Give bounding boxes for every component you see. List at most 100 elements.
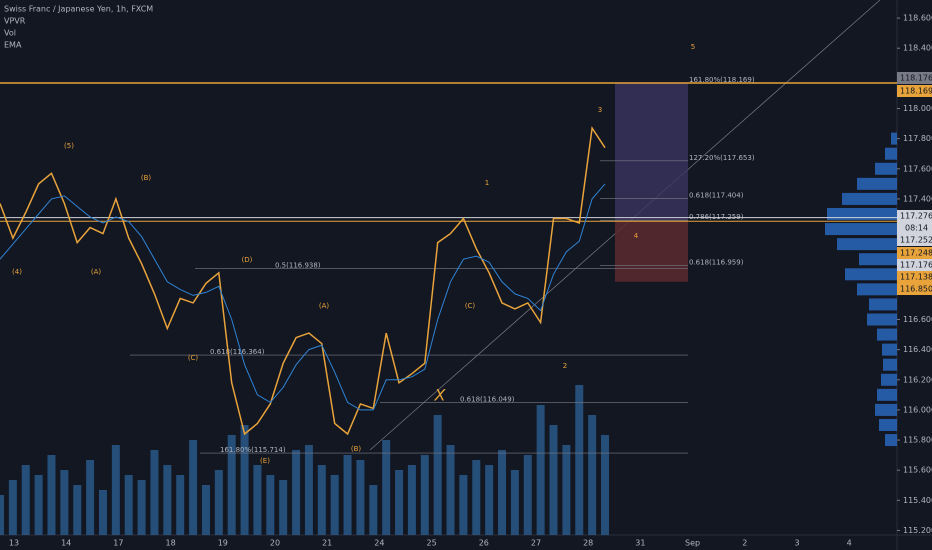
fib-label: 127.20%(117.653): [689, 154, 755, 162]
y-tick-label: 116.400: [903, 345, 932, 354]
volume-bar: [523, 455, 532, 535]
volume-bar: [176, 475, 185, 535]
vpvr-bar: [881, 373, 897, 386]
indicator: VPVR: [4, 17, 26, 26]
volume-bar: [407, 465, 416, 535]
volume-bar: [189, 440, 198, 535]
countdown-badge: [897, 222, 932, 234]
volume-bar: [562, 445, 571, 535]
x-tick-label: 18: [166, 539, 176, 548]
wave-label: (E): [260, 457, 270, 465]
vpvr-bar: [883, 358, 897, 371]
x-tick-label: 3: [794, 539, 799, 548]
vpvr-bar: [859, 253, 897, 266]
volume-bar: [292, 450, 301, 535]
volume-bar: [588, 415, 597, 535]
vpvr-bar: [875, 162, 897, 175]
wave-label: (C): [188, 354, 199, 362]
wave-label: (B): [351, 445, 362, 453]
y-tick-label: 115.600: [903, 466, 932, 475]
vpvr-bar: [891, 132, 897, 145]
volume-bar: [266, 475, 275, 535]
price-badge: [897, 259, 932, 271]
x-tick-label: 24: [374, 539, 384, 548]
x-tick-label: 27: [531, 539, 541, 548]
target-zone: [615, 83, 688, 221]
wave-label: (A): [91, 268, 102, 276]
y-tick-label: 116.200: [903, 375, 932, 384]
wave-label: (D): [242, 256, 253, 264]
volume-bar: [498, 450, 507, 535]
volume-bar: [150, 450, 159, 535]
volume-bar: [240, 425, 249, 535]
volume-bar: [382, 440, 391, 535]
volume-bar: [8, 480, 17, 535]
wave-label: (5): [64, 142, 74, 150]
price-badge: [897, 85, 932, 97]
vpvr-bar: [837, 238, 897, 251]
volume-bar: [575, 385, 584, 535]
price-badge: [897, 234, 932, 246]
price-badge: [897, 210, 932, 222]
x-tick-label: 4: [847, 539, 852, 548]
volume-bar: [214, 470, 223, 535]
vpvr-bar: [857, 283, 897, 296]
wave-label: 2: [563, 362, 567, 370]
volume-bar: [201, 485, 210, 535]
volume-bar: [60, 470, 69, 535]
price-badge-label: 117.248: [900, 249, 932, 258]
volume-bar: [343, 455, 352, 535]
x-tick-label: 14: [61, 539, 71, 548]
price-badge-label: 118.176: [900, 74, 932, 83]
volume-bar: [21, 465, 30, 535]
volume-bar: [549, 425, 558, 535]
volume-bar: [253, 465, 262, 535]
vpvr-bar: [842, 192, 897, 205]
y-tick-label: 118.600: [903, 14, 932, 23]
y-tick-label: 117.400: [903, 194, 932, 203]
y-tick-label: 117.600: [903, 164, 932, 173]
wave-label: (4): [12, 268, 22, 276]
volume-bar: [47, 455, 56, 535]
volume-bar: [34, 475, 43, 535]
x-tick-label: Sep: [685, 539, 700, 548]
vpvr-bar: [825, 223, 897, 236]
volume-bar: [163, 465, 172, 535]
price-badge: [897, 72, 932, 84]
series-line: [0, 183, 606, 411]
fib-label: 0.618(116.364): [210, 348, 265, 356]
volume-bar: [124, 475, 133, 535]
volume-bar: [304, 445, 313, 535]
wave-label: (C): [465, 302, 476, 310]
volume-bar: [98, 490, 107, 535]
volume-bar: [510, 470, 519, 535]
y-tick-label: 117.800: [903, 134, 932, 143]
volume-bar: [356, 460, 365, 535]
volume-bar: [536, 405, 545, 535]
vpvr-bar: [869, 298, 897, 311]
volume-bar: [279, 480, 288, 535]
fib-label: 161.80%(115.714): [220, 446, 286, 454]
x-tick-label: 28: [583, 539, 593, 548]
y-tick-label: 115.400: [903, 496, 932, 505]
fib-label: 0.618(116.959): [689, 258, 744, 266]
volume-bar: [472, 460, 481, 535]
wave-label: X: [434, 386, 447, 405]
stop-zone: [615, 220, 688, 282]
volume-bar: [601, 435, 609, 535]
y-tick-label: 118.000: [903, 104, 932, 113]
volume-bar: [73, 485, 82, 535]
series-line: [0, 126, 606, 436]
y-tick-label: 118.400: [903, 44, 932, 53]
fib-label: 0.5(116.938): [275, 262, 321, 270]
volume-bar: [317, 465, 326, 535]
y-tick-label: 115.800: [903, 436, 932, 445]
price-badge: [897, 271, 932, 283]
wave-label: (B): [141, 174, 152, 182]
volume-bar: [137, 480, 146, 535]
wave-label: 4: [634, 232, 639, 240]
fib-label: 0.618(117.404): [689, 191, 744, 199]
y-tick-label: 116.600: [903, 315, 932, 324]
x-tick-label: 17: [113, 539, 123, 548]
